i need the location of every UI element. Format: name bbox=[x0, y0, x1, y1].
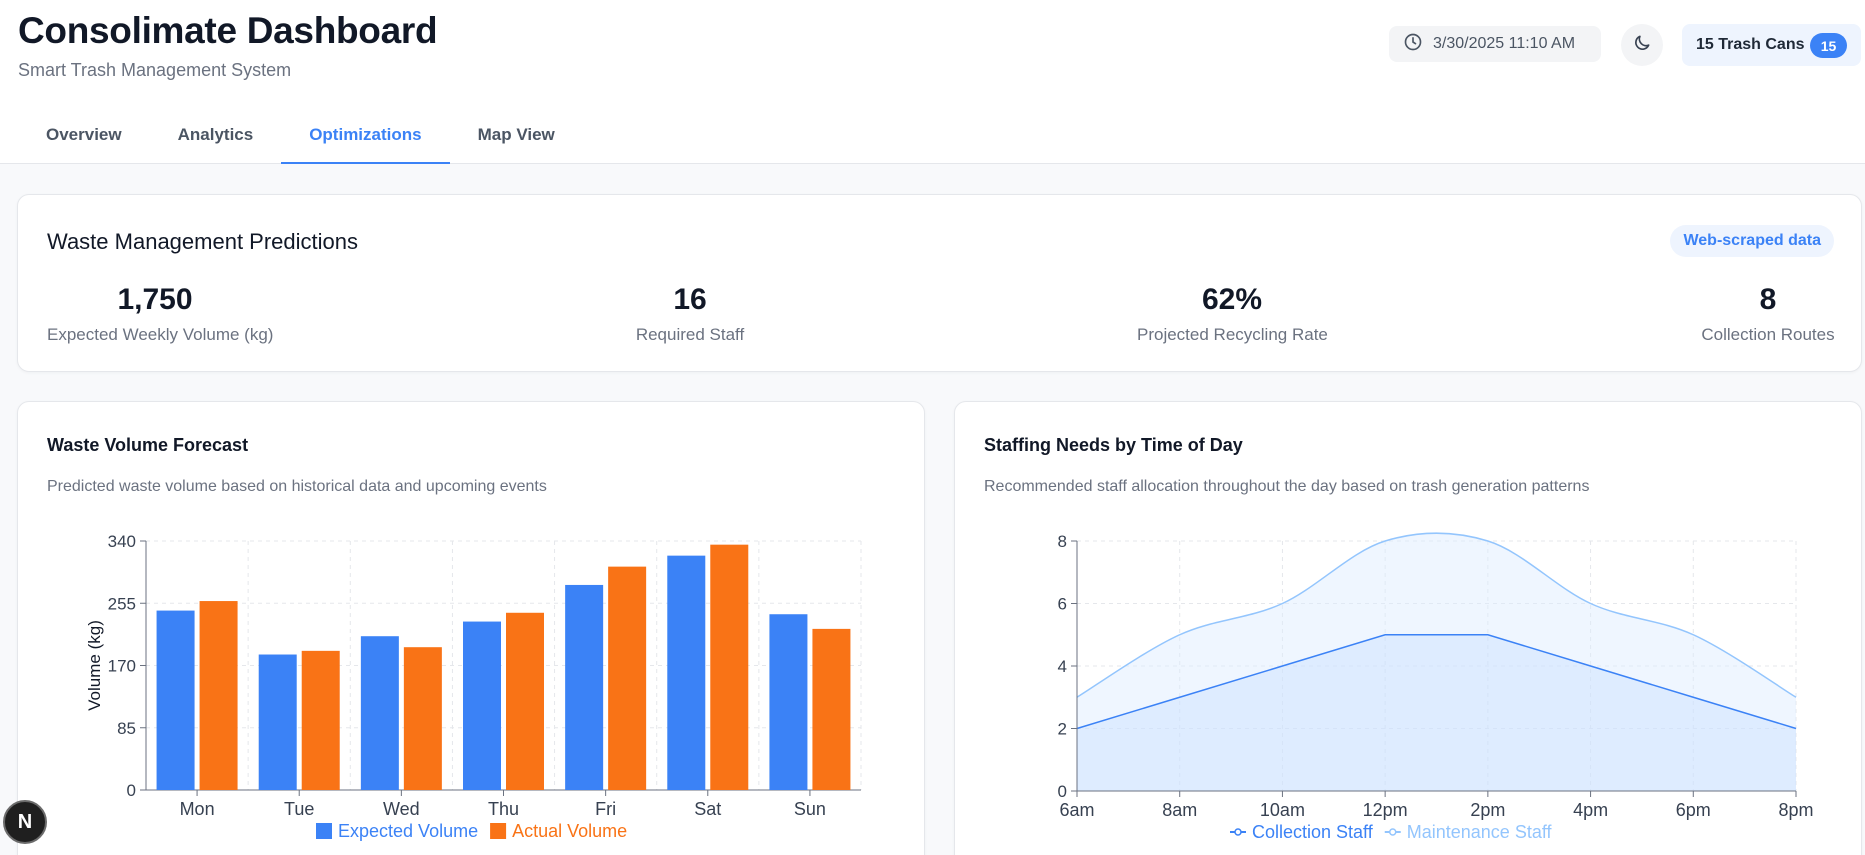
y-tick-label: 255 bbox=[108, 594, 136, 613]
top-bar: Consolimate Dashboard Smart Trash Manage… bbox=[0, 0, 1865, 164]
x-tick-label: Fri bbox=[595, 799, 616, 819]
y-tick-label: 6 bbox=[1058, 595, 1067, 614]
x-tick-label: Sat bbox=[694, 799, 721, 819]
x-tick-label: 8am bbox=[1162, 800, 1197, 820]
stat-label: Expected Weekly Volume (kg) bbox=[47, 325, 274, 344]
stat-value: 16 bbox=[673, 283, 707, 316]
predictions-card: Waste Management Predictions Web-scraped… bbox=[17, 194, 1862, 372]
line-maintenance-staff bbox=[1076, 532, 1797, 698]
x-tick-label: Thu bbox=[488, 799, 519, 819]
x-tick-label: 2pm bbox=[1470, 800, 1505, 820]
bar-actual-volume bbox=[403, 647, 442, 790]
stat-value: 1,750 bbox=[117, 283, 193, 316]
waste-chart-subtitle: Predicted waste volume based on historic… bbox=[47, 478, 547, 495]
bar-expected-volume bbox=[258, 654, 297, 790]
legend-label: Expected Volume bbox=[338, 821, 478, 841]
x-tick-label: 6am bbox=[1059, 800, 1094, 820]
stat-label: Collection Routes bbox=[1701, 325, 1835, 344]
x-tick-label: 4pm bbox=[1573, 800, 1608, 820]
bar-expected-volume bbox=[360, 636, 399, 790]
x-tick-label: Mon bbox=[180, 799, 215, 819]
stat-required-staff: 16 Required Staff bbox=[630, 283, 750, 345]
stat-recycling-rate: 62% Projected Recycling Rate bbox=[1137, 283, 1328, 345]
stat-label: Projected Recycling Rate bbox=[1137, 325, 1328, 344]
trash-count-badge: 15 bbox=[1810, 33, 1847, 58]
bar-expected-volume bbox=[156, 610, 195, 790]
y-tick-label: 85 bbox=[117, 719, 136, 738]
x-tick-label: Wed bbox=[383, 799, 420, 819]
bar-actual-volume bbox=[301, 650, 340, 790]
legend-swatch bbox=[490, 823, 507, 839]
stat-weekly-volume: 1,750 Expected Weekly Volume (kg) bbox=[47, 283, 274, 345]
y-axis-label: Volume (kg) bbox=[85, 620, 104, 711]
dev-tools-button[interactable]: N bbox=[3, 800, 47, 844]
bar-actual-volume bbox=[506, 612, 544, 790]
predictions-title: Waste Management Predictions bbox=[47, 229, 358, 254]
app-subtitle: Smart Trash Management System bbox=[18, 60, 292, 80]
tab-map-view[interactable]: Map View bbox=[477, 125, 555, 144]
bar-expected-volume bbox=[667, 555, 706, 790]
bar-actual-volume bbox=[199, 601, 238, 790]
theme-toggle-button[interactable] bbox=[1621, 24, 1663, 66]
x-tick-label: 10am bbox=[1260, 800, 1305, 820]
y-tick-label: 170 bbox=[108, 657, 136, 676]
legend-label: Maintenance Staff bbox=[1407, 822, 1553, 842]
line-collection-staff bbox=[1076, 634, 1797, 730]
clock-icon bbox=[1403, 32, 1423, 57]
tab-optimizations[interactable]: Optimizations bbox=[281, 112, 450, 164]
legend-marker bbox=[1389, 828, 1397, 836]
y-tick-label: 0 bbox=[1058, 782, 1067, 801]
tab-bar: Overview Analytics Optimizations Map Vie… bbox=[18, 112, 583, 164]
stat-value: 8 bbox=[1759, 283, 1777, 316]
waste-chart-title: Waste Volume Forecast bbox=[47, 435, 249, 455]
bar-actual-volume bbox=[812, 628, 851, 790]
bar-expected-volume bbox=[565, 584, 604, 790]
stat-value: 62% bbox=[1201, 283, 1263, 316]
datetime-display: 3/30/2025 11:10 AM bbox=[1389, 26, 1601, 62]
stat-collection-routes: 8 Collection Routes bbox=[1698, 283, 1838, 345]
app-title: Consolimate Dashboard bbox=[18, 10, 438, 51]
trash-cans-button[interactable]: 15 Trash Cans 15 bbox=[1682, 24, 1861, 66]
legend-label: Actual Volume bbox=[512, 821, 627, 841]
staffing-chart-title: Staffing Needs by Time of Day bbox=[984, 435, 1243, 455]
legend-marker bbox=[1234, 828, 1242, 836]
waste-volume-chart: 0 85 170 255 340 Mon Tue Wed Thu Fri Sat Sun Volume … bbox=[85, 532, 862, 841]
waste-forecast-card: Waste Volume Forecast Predicted waste vo… bbox=[17, 401, 925, 855]
tab-overview[interactable]: Overview bbox=[46, 125, 122, 144]
x-tick-label: 8pm bbox=[1778, 800, 1813, 820]
legend-label: Collection Staff bbox=[1252, 822, 1374, 842]
staffing-chart: 0 2 4 6 8 6am 8am 10am 12pm 2pm 4pm 6pm 8pm Collectio… bbox=[1058, 532, 1814, 842]
tab-analytics[interactable]: Analytics bbox=[177, 125, 254, 144]
y-tick-label: 2 bbox=[1058, 720, 1067, 739]
y-tick-label: 0 bbox=[127, 781, 136, 800]
bar-actual-volume bbox=[608, 566, 647, 790]
stat-label: Required Staff bbox=[635, 325, 745, 344]
moon-icon bbox=[1632, 33, 1652, 58]
bar-expected-volume bbox=[463, 621, 501, 790]
area-maintenance-staff bbox=[1077, 533, 1796, 791]
staffing-needs-card: Staffing Needs by Time of Day Recommende… bbox=[954, 401, 1862, 855]
bar-actual-volume bbox=[710, 544, 749, 790]
datetime-text: 3/30/2025 11:10 AM bbox=[1433, 35, 1576, 52]
x-tick-label: Sun bbox=[794, 799, 826, 819]
x-tick-label: 6pm bbox=[1676, 800, 1711, 820]
staffing-chart-subtitle: Recommended staff allocation throughout … bbox=[984, 478, 1590, 495]
trash-cans-label: 15 Trash Cans bbox=[1696, 36, 1805, 53]
x-tick-label: 12pm bbox=[1363, 800, 1408, 820]
y-tick-label: 8 bbox=[1058, 532, 1067, 551]
y-tick-label: 4 bbox=[1058, 657, 1067, 676]
data-source-badge: Web-scraped data bbox=[1670, 225, 1834, 257]
bar-expected-volume bbox=[769, 614, 808, 790]
y-tick-label: 340 bbox=[108, 532, 136, 551]
legend-swatch bbox=[316, 823, 332, 839]
x-tick-label: Tue bbox=[284, 799, 314, 819]
